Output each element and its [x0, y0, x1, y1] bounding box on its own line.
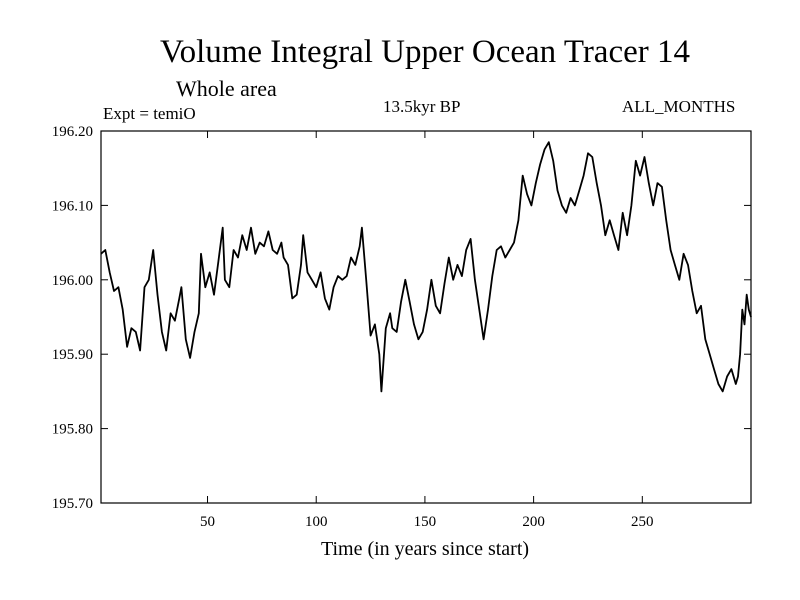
y-tick-label: 195.90: [52, 347, 93, 363]
experiment-label: Expt = temiO: [103, 104, 196, 123]
chart-title: Volume Integral Upper Ocean Tracer 14: [160, 34, 690, 70]
chart-subtitle: Whole area: [176, 76, 277, 101]
y-tick-label: 196.10: [52, 198, 93, 214]
x-axis-ticks: 50 100 150 200 250: [200, 131, 654, 530]
y-tick-label: 195.80: [52, 422, 93, 438]
x-tick-label: 200: [522, 514, 545, 530]
series-line: [100, 141, 752, 393]
y-tick-label: 195.70: [52, 496, 93, 512]
x-tick-label: 250: [631, 514, 654, 530]
x-tick-label: 100: [305, 514, 328, 530]
x-axis-label: Time (in years since start): [320, 538, 530, 560]
x-tick-label: 50: [200, 514, 215, 530]
y-tick-label: 196.00: [52, 273, 93, 289]
x-tick-label: 150: [414, 514, 437, 530]
y-axis-ticks: 195.70 195.80 195.90 196.00 196.10 196.20: [52, 124, 751, 512]
period-label: 13.5kyr BP: [383, 97, 461, 116]
y-tick-label: 196.20: [52, 124, 93, 140]
months-label: ALL_MONTHS: [622, 97, 736, 116]
